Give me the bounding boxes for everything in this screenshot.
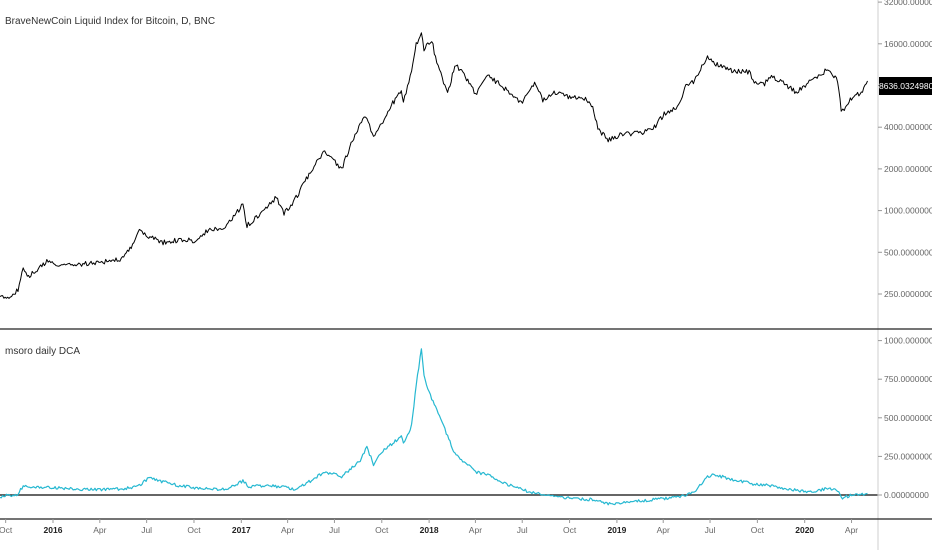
time-axis-label: Oct — [563, 525, 577, 535]
dca-axis-label: 500.00000000 — [884, 413, 932, 423]
price-axis-label: 16000.00000000 — [884, 39, 932, 49]
indicator-pane — [0, 348, 878, 506]
price-axis-label: 250.00000000 — [884, 289, 932, 299]
time-axis-label: 2017 — [232, 525, 251, 535]
time-axis-label: 2020 — [795, 525, 814, 535]
price-axis-label: 500.00000000 — [884, 247, 932, 257]
time-axis-label: Apr — [469, 525, 482, 535]
price-axis-label: 4000.00000000 — [884, 122, 932, 132]
price-chart-title: BraveNewCoin Liquid Index for Bitcoin, D… — [5, 16, 216, 27]
price-axis-label: 32000.00000000 — [884, 0, 932, 7]
time-axis-label: Jul — [517, 525, 528, 535]
dca-series-line — [0, 348, 868, 506]
time-axis-label: Apr — [657, 525, 670, 535]
dca-axis-label: 750.00000000 — [884, 374, 932, 384]
last-price-label: 8636.03249805 — [879, 77, 932, 95]
time-axis-label: Jul — [329, 525, 340, 535]
time-axis-label: Jul — [705, 525, 716, 535]
time-axis-label: Oct — [751, 525, 765, 535]
time-axis-label: Oct — [187, 525, 201, 535]
time-axis-label: 2018 — [420, 525, 439, 535]
price-pane — [0, 32, 868, 299]
time-axis-label: Apr — [93, 525, 106, 535]
dca-axis-label: 250.00000000 — [884, 451, 932, 461]
price-axis-label: 1000.00000000 — [884, 206, 932, 216]
time-axis-label: Apr — [281, 525, 294, 535]
time-axis-label: 2016 — [44, 525, 63, 535]
time-axis-label: Oct — [0, 525, 13, 535]
indicator-title: msoro daily DCA — [5, 346, 81, 357]
time-axis-label: Apr — [845, 525, 858, 535]
time-axis-label: Jul — [141, 525, 152, 535]
time-axis-label: 2019 — [607, 525, 626, 535]
dca-axis-label: 1000.00000000 — [884, 336, 932, 346]
price-series-line — [0, 32, 868, 299]
dca-axis-label: 0.00000000 — [884, 490, 929, 500]
price-axis-label: 2000.00000000 — [884, 164, 932, 174]
time-axis-label: Oct — [375, 525, 389, 535]
